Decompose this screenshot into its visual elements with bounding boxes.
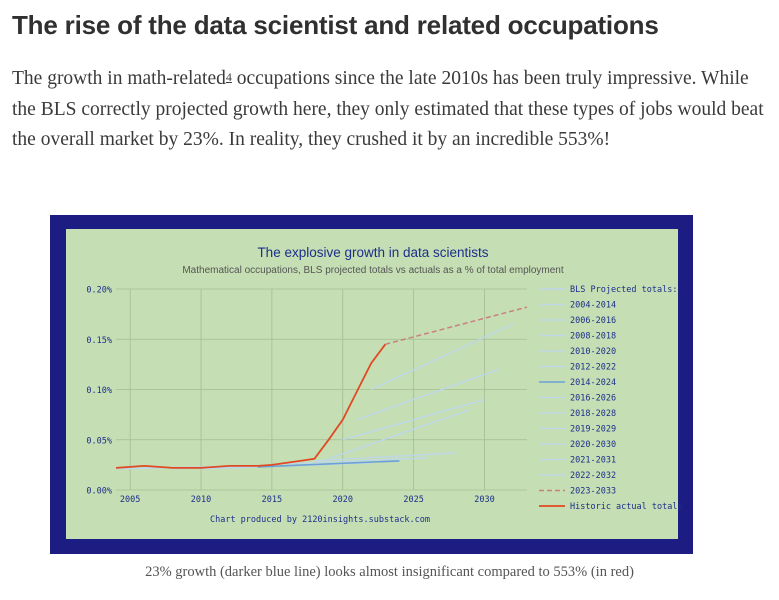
series-line-2018-2028 bbox=[314, 452, 457, 462]
legend-label: 2020-2030 bbox=[570, 440, 616, 450]
x-tick-label: 2005 bbox=[120, 495, 140, 505]
legend-label: 2012-2022 bbox=[570, 363, 616, 373]
legend-label: 2016-2026 bbox=[570, 394, 616, 404]
legend-label: 2014-2024 bbox=[570, 378, 616, 388]
series-line-2020-2030 bbox=[342, 398, 485, 441]
series-line-2023-2033 bbox=[385, 306, 528, 346]
y-tick-label: 0.20% bbox=[86, 286, 112, 296]
legend-label: Historic actual totals bbox=[570, 502, 683, 512]
figure-caption: 23% growth (darker blue line) looks almo… bbox=[145, 564, 634, 580]
x-tick-label: 2015 bbox=[262, 495, 282, 505]
series-line-historic-actual-totals bbox=[115, 343, 387, 469]
series-line-2014-2024 bbox=[257, 460, 400, 468]
chart-figure: The explosive growth in data scientists M… bbox=[50, 215, 693, 554]
footnote-link[interactable]: 4 bbox=[225, 70, 232, 84]
x-tick-label: 2020 bbox=[333, 495, 353, 505]
legend-title: BLS Projected totals: bbox=[570, 285, 677, 295]
legend-label: 2021-2031 bbox=[570, 456, 616, 466]
legend-label: 2018-2028 bbox=[570, 409, 616, 419]
x-tick-label: 2025 bbox=[403, 495, 423, 505]
legend-label: 2022-2032 bbox=[570, 471, 616, 481]
chart-credit: Chart produced by 2120insights.substack.… bbox=[210, 515, 430, 525]
chart-background bbox=[66, 229, 678, 539]
chart-subtitle: Mathematical occupations, BLS projected … bbox=[182, 265, 564, 276]
series-line-2019-2029 bbox=[328, 408, 471, 460]
article-title: The rise of the data scientist and relat… bbox=[12, 10, 659, 40]
legend-label: 2019-2029 bbox=[570, 425, 616, 435]
paragraph-text-end: occupations since the late 2010s has bee… bbox=[12, 68, 764, 150]
series-line-2022-2032 bbox=[370, 323, 514, 391]
x-tick-label: 2010 bbox=[191, 495, 211, 505]
legend-label: 2004-2014 bbox=[570, 301, 616, 311]
series-line-2016-2026 bbox=[286, 457, 428, 465]
y-tick-label: 0.10% bbox=[86, 386, 112, 396]
y-tick-label: 0.15% bbox=[86, 336, 112, 346]
article-paragraph: The growth in math-related4 occupations … bbox=[12, 64, 767, 156]
legend-label: 2006-2016 bbox=[570, 316, 616, 326]
paragraph-text-start: The growth in math-related bbox=[12, 68, 226, 89]
y-tick-label: 0.00% bbox=[86, 487, 112, 497]
chart-title: The explosive growth in data scientists bbox=[257, 245, 488, 260]
legend-label: 2023-2033 bbox=[570, 487, 616, 497]
series-line-2021-2031 bbox=[356, 368, 499, 421]
line-chart: The explosive growth in data scientists M… bbox=[86, 245, 683, 525]
y-tick-label: 0.05% bbox=[86, 436, 112, 446]
x-tick-label: 2030 bbox=[474, 495, 494, 505]
legend-label: 2008-2018 bbox=[570, 332, 616, 342]
legend-label: 2010-2020 bbox=[570, 347, 616, 357]
